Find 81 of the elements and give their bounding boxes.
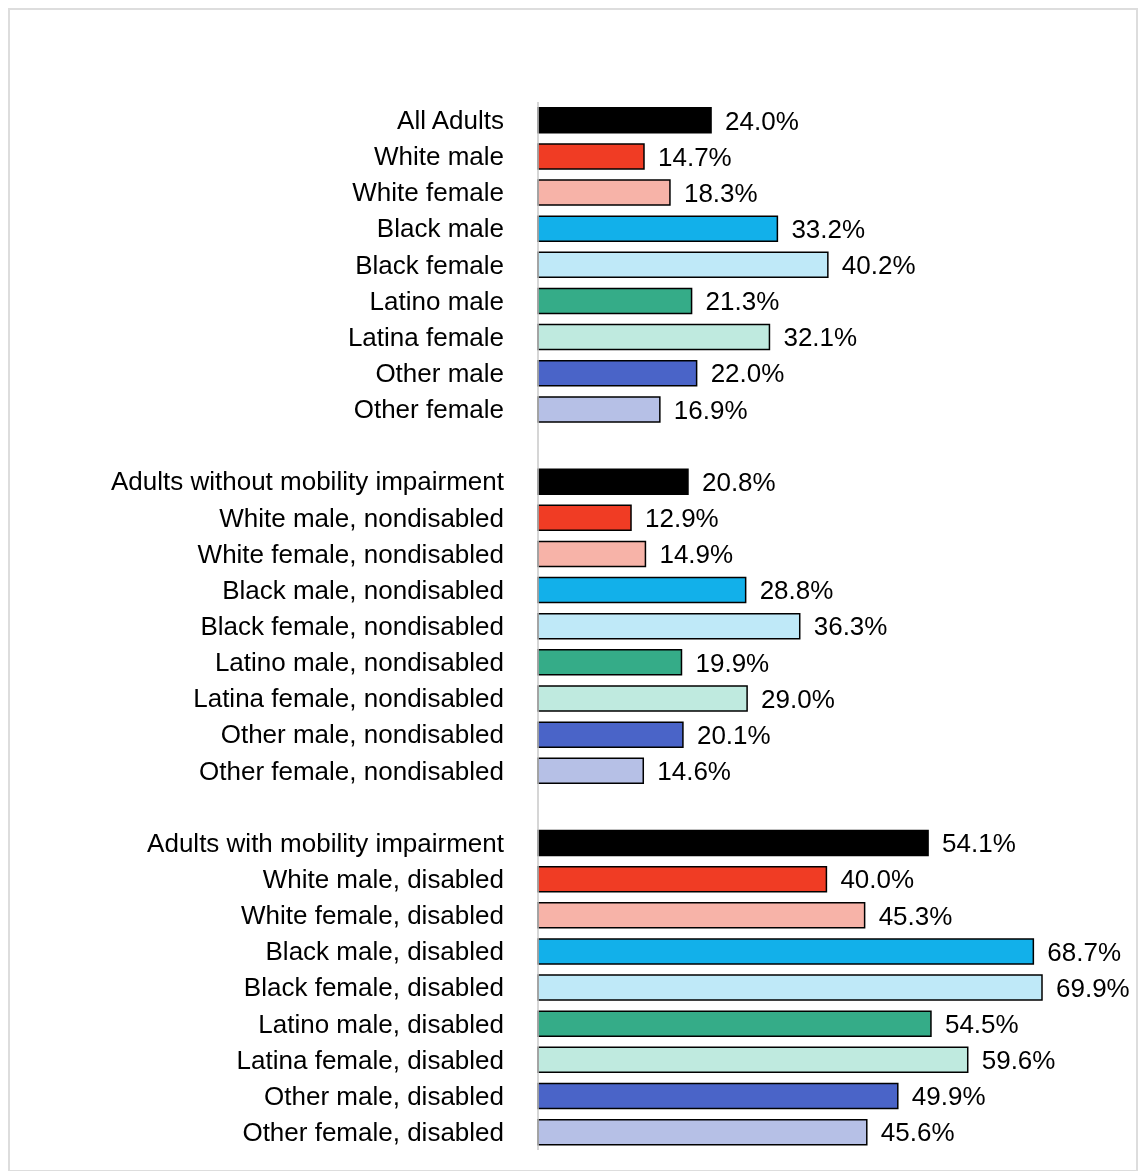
- y-tick-label: White female: [352, 177, 504, 208]
- y-tick-label: Black male: [376, 213, 504, 244]
- data-label: 16.9%: [673, 394, 748, 425]
- y-tick-label: Other female: [353, 394, 504, 425]
- data-label: 49.9%: [911, 1081, 986, 1112]
- y-tick-label: Latino male, disabled: [258, 1008, 504, 1039]
- bar: [537, 974, 1043, 1001]
- y-tick-label: Latina female, nondisabled: [193, 683, 504, 714]
- bar: [537, 504, 632, 532]
- data-label: 33.2%: [791, 213, 866, 244]
- data-label: 20.8%: [701, 466, 776, 497]
- y-tick-label: Latina female: [347, 321, 504, 352]
- y-tick-label: Black female, nondisabled: [200, 611, 504, 641]
- bar: [537, 287, 693, 315]
- data-label: 36.3%: [813, 611, 888, 642]
- bar: [537, 1046, 969, 1074]
- data-label: 14.9%: [659, 539, 734, 570]
- y-tick-label: Latino male, nondisabled: [214, 647, 504, 678]
- y-tick-label: All Adults: [397, 105, 504, 136]
- data-label: 24.0%: [725, 105, 799, 136]
- y-tick-label: White female, nondisabled: [197, 538, 504, 569]
- y-tick-label: Black male, nondisabled: [222, 574, 504, 605]
- data-label: 40.2%: [841, 250, 916, 281]
- data-label: 22.0%: [710, 358, 785, 389]
- y-tick-label: Black female: [355, 249, 504, 280]
- bar: [537, 721, 684, 748]
- bar: [537, 396, 661, 423]
- data-label: 40.0%: [840, 864, 915, 895]
- y-tick-label: Black female, disabled: [243, 972, 504, 1003]
- y-tick-label: Adults with mobility impairment: [147, 827, 505, 858]
- bar: [537, 360, 698, 387]
- bar: [537, 107, 712, 134]
- y-tick-label: White male: [373, 141, 504, 172]
- data-label: 59.6%: [981, 1045, 1056, 1076]
- bar: [537, 902, 866, 929]
- data-label: 18.3%: [683, 177, 758, 208]
- y-tick-label: Other female, nondisabled: [199, 755, 504, 786]
- y-tick-label: White male, disabled: [262, 863, 504, 894]
- data-label: 14.6%: [657, 755, 731, 786]
- y-tick-label: Other male, nondisabled: [220, 719, 504, 750]
- bar: [537, 612, 801, 640]
- data-label: 45.6%: [880, 1117, 955, 1148]
- data-label: 69.9%: [1056, 972, 1130, 1003]
- y-tick-label: White male, nondisabled: [219, 502, 504, 533]
- y-tick-label: White female, disabled: [240, 900, 504, 931]
- data-label: 68.7%: [1047, 936, 1122, 967]
- bar: [537, 1118, 868, 1146]
- bar: [537, 1082, 899, 1110]
- bar: [537, 576, 747, 604]
- y-tick-label: Other male: [375, 358, 504, 389]
- bar: [537, 1010, 932, 1037]
- bar: [537, 938, 1035, 965]
- bar: [537, 649, 683, 676]
- data-label: 19.9%: [695, 647, 770, 678]
- y-tick-label: Latina female, disabled: [236, 1044, 504, 1075]
- bar: [537, 865, 828, 893]
- y-tick-label: Latino male: [369, 285, 504, 316]
- data-label: 54.5%: [944, 1008, 1019, 1039]
- data-label: 32.1%: [783, 322, 858, 353]
- y-tick-label: Other male, disabled: [264, 1080, 504, 1111]
- bar: [537, 829, 929, 857]
- data-label: 21.3%: [705, 286, 780, 317]
- y-tick-label: Other female, disabled: [242, 1116, 504, 1147]
- bar: [537, 540, 647, 568]
- bar: [537, 323, 771, 351]
- data-label: 12.9%: [645, 503, 719, 534]
- bar: [537, 468, 689, 495]
- data-label: 29.0%: [761, 683, 835, 714]
- bar: [537, 143, 645, 170]
- data-label: 14.7%: [657, 141, 732, 172]
- bar: [537, 251, 829, 279]
- data-label: 54.1%: [942, 828, 1016, 859]
- data-label: 20.1%: [696, 719, 771, 750]
- y-tick-label: Black male, disabled: [265, 936, 504, 967]
- bar: [537, 215, 779, 242]
- data-label: 28.8%: [759, 575, 834, 606]
- bar: [537, 179, 671, 206]
- bar: [537, 757, 645, 785]
- data-label: 45.3%: [878, 900, 953, 931]
- y-tick-label: Adults without mobility impairment: [110, 466, 505, 497]
- bar: [537, 685, 748, 712]
